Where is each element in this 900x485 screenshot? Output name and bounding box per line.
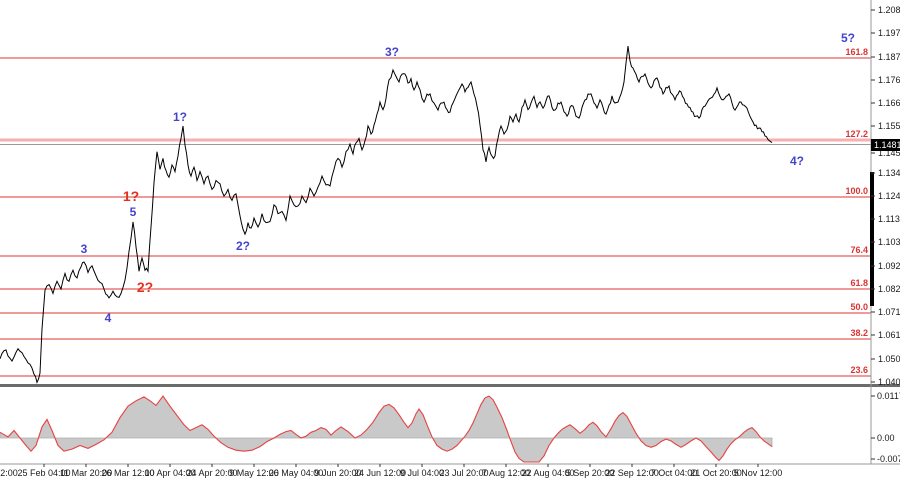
- oscillator-signal-line: [0, 395, 773, 463]
- current-price-value: 1.1481: [874, 140, 900, 150]
- axis-highlight-bar: [870, 172, 874, 306]
- pane-separator[interactable]: [0, 384, 900, 387]
- current-price-box: 1.1481: [871, 139, 900, 151]
- price-line: [0, 46, 773, 384]
